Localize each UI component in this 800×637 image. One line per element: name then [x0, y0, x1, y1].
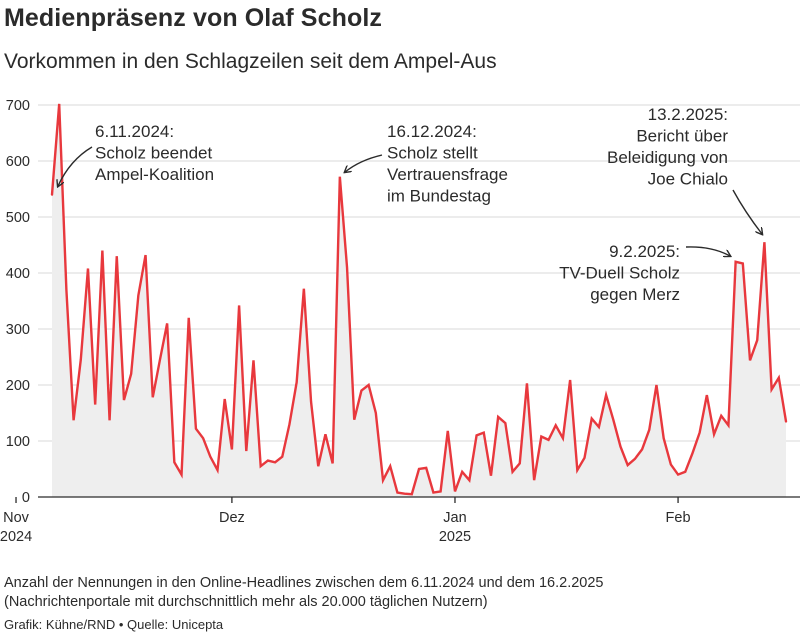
annotation-text: Beleidigung von	[607, 148, 728, 167]
footer-note-line2: (Nachrichtenportale mit durchschnittlich…	[4, 594, 488, 610]
y-tick-labels: 0 100 200 300 400 500 600 700	[6, 98, 30, 506]
credit-line: Grafik: Kühne/RND • Quelle: Unicepta	[4, 617, 224, 632]
annotation: 9.2.2025: TV-Duell Scholz gegen Merz	[559, 242, 730, 304]
chart-subtitle: Vorkommen in den Schlagzeilen seit dem A…	[4, 50, 497, 73]
y-tick-label: 400	[6, 266, 30, 282]
annotation: 13.2.2025: Bericht über Beleidigung von Joe…	[607, 105, 762, 234]
annotation: 16.12.2024: Scholz stellt Vertrauensfrage i…	[345, 122, 508, 206]
x-tick-sublabel: 2024	[0, 529, 32, 545]
data-line	[50, 103, 788, 496]
annotation-text: 9.2.2025:	[609, 242, 680, 261]
annotation-text: Vertrauensfrage	[387, 165, 508, 184]
annotation-text: Scholz beendet	[95, 144, 212, 163]
y-tick-label: 700	[6, 98, 30, 114]
y-tick-label: 300	[6, 322, 30, 338]
annotation-text: gegen Merz	[590, 285, 680, 304]
x-tick-label: Nov	[3, 510, 30, 526]
annotation-text: 16.12.2024:	[387, 122, 477, 141]
x-tick-label: Jan	[443, 510, 466, 526]
annotations: 6.11.2024: Scholz beendet Ampel-Koalition 1…	[58, 105, 762, 304]
annotation-text: 13.2.2025:	[648, 105, 728, 124]
annotation-text: TV-Duell Scholz	[559, 264, 680, 283]
x-tick-labels: Nov 2024 Dez Jan 2025 Feb	[0, 497, 691, 545]
grid-layer	[38, 104, 800, 442]
annotation-arrow	[685, 246, 730, 256]
annotation-arrow	[345, 154, 383, 172]
y-tick-label: 200	[6, 378, 30, 394]
footer-note: Anzahl der Nennungen in den Online-Headl…	[4, 574, 603, 612]
y-tick-label: 500	[6, 210, 30, 226]
y-tick-label: 100	[6, 434, 30, 450]
x-tick-label: Feb	[666, 510, 691, 526]
annotation-text: 6.11.2024:	[95, 122, 174, 141]
chart-title: Medienpräsenz von Olaf Scholz	[4, 4, 382, 32]
footer-note-line1: Anzahl der Nennungen in den Online-Headl…	[4, 575, 604, 591]
annotation-text: Bericht über	[636, 127, 728, 146]
annotation-arrow	[58, 146, 93, 186]
y-tick-label: 600	[6, 154, 30, 170]
x-tick-label: Dez	[219, 510, 245, 526]
chart-area: 0 100 200 300 400 500 600 700 Nov 2024 Dez Jan 2025…	[0, 98, 800, 545]
annotation-text: Scholz stellt	[387, 144, 478, 163]
annotation-text: Ampel-Koalition	[95, 165, 214, 184]
y-tick-label: 0	[22, 490, 30, 506]
annotation-text: im Bundestag	[387, 187, 491, 206]
annotation-arrow	[732, 189, 762, 234]
x-tick-sublabel: 2025	[439, 529, 471, 545]
annotation-text: Joe Chialo	[648, 170, 728, 189]
annotation: 6.11.2024: Scholz beendet Ampel-Koalition	[58, 122, 214, 186]
